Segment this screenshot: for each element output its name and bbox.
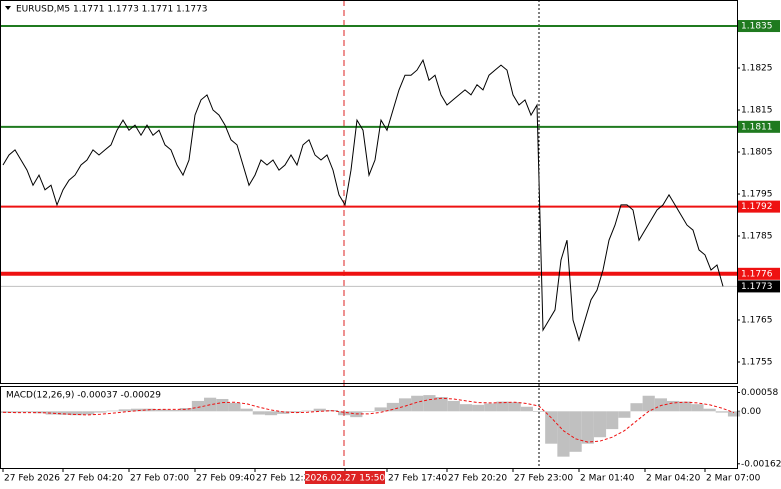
macd-bar <box>252 411 265 415</box>
macd-bar <box>264 411 278 416</box>
macd-bar <box>21 411 34 413</box>
signal-line <box>2 397 735 443</box>
macd-bar <box>630 403 643 412</box>
macd-bar <box>593 411 607 438</box>
macd-bar <box>679 401 692 412</box>
macd-title: MACD(12,26,9) -0.00037 -0.00029 <box>6 391 161 401</box>
y-tick-label: 0.00 <box>741 407 761 417</box>
macd-bar <box>94 411 107 413</box>
macd-bar <box>228 402 241 412</box>
x-tick-label: 27 Feb 09:40 <box>196 474 255 484</box>
macd-bar <box>167 410 180 412</box>
macd-bar <box>216 398 229 412</box>
macd-bar <box>691 404 704 412</box>
x-tick-label: 27 Feb 2026 <box>4 474 60 484</box>
macd-bar <box>642 395 655 412</box>
current-price-label: 1.1773 <box>741 282 773 292</box>
macd-bar <box>703 408 716 412</box>
macd-bar <box>545 411 558 444</box>
macd-bar <box>45 411 58 415</box>
macd-bar <box>362 411 375 412</box>
macd-bar <box>398 398 412 412</box>
macd-bar <box>155 409 168 412</box>
macd-bar <box>57 411 71 415</box>
y-tick-label: 1.1805 <box>741 148 773 158</box>
y-tick-label: 1.1755 <box>741 358 773 368</box>
level-label-box <box>738 120 780 133</box>
macd-bar <box>374 407 387 412</box>
macd-bar <box>508 402 521 412</box>
y-tick-label: 0.00058 <box>741 388 778 398</box>
macd-bar <box>118 409 131 412</box>
macd-bar <box>654 398 667 412</box>
crosshair-time-label: 2026.02.27 15:50 <box>305 474 386 484</box>
x-tick-label: 27 Feb 17:40 <box>388 474 447 484</box>
macd-bar <box>472 404 485 412</box>
price-panel-frame <box>0 0 738 384</box>
crosshair-time-box <box>305 471 385 484</box>
level-label: 1.1811 <box>741 122 773 132</box>
y-tick-label: 1.1785 <box>741 232 773 242</box>
level-label-box <box>738 267 780 280</box>
x-tick-label: 27 Feb 07:00 <box>130 474 189 484</box>
macd-bar <box>289 411 302 413</box>
macd-bar <box>70 411 83 416</box>
x-tick-label: 2 Mar 04:20 <box>646 474 701 484</box>
menu-triangle <box>5 6 11 10</box>
current-price-box <box>738 280 780 293</box>
macd-bar <box>484 403 497 412</box>
level-label: 1.1835 <box>741 22 773 32</box>
macd-bar <box>447 400 460 412</box>
macd-bar <box>301 410 314 412</box>
macd-bar <box>411 395 424 412</box>
macd-bar <box>557 411 570 457</box>
macd-bar <box>532 411 546 412</box>
macd-bar <box>520 406 533 412</box>
macd-bar <box>277 411 290 414</box>
macd-bar <box>459 404 473 412</box>
x-tick-label: 27 Feb 20:20 <box>448 474 507 484</box>
y-tick-label: 1.1815 <box>741 106 773 116</box>
y-tick-label: 1.1825 <box>741 64 773 74</box>
level-label-box <box>738 200 780 213</box>
y-tick-label: -0.00162 <box>741 459 781 469</box>
macd-bar <box>191 400 205 412</box>
macd-bar <box>715 411 728 413</box>
macd-bar <box>82 411 95 415</box>
x-tick-label: 27 Feb 12:20 <box>256 474 315 484</box>
y-tick-label: 1.1765 <box>741 316 773 326</box>
macd-bar <box>106 410 119 412</box>
x-tick-label: 2 Mar 07:00 <box>706 474 761 484</box>
x-tick-label: 27 Feb 23:00 <box>514 474 573 484</box>
level-label: 1.1776 <box>741 269 773 279</box>
macd-bar <box>581 411 594 444</box>
macd-bar <box>727 411 741 417</box>
macd-bar <box>9 411 22 413</box>
macd-panel-frame <box>0 386 738 469</box>
macd-bar <box>666 400 680 412</box>
macd-bar <box>496 401 509 412</box>
macd-bar <box>435 397 448 412</box>
price-title: EURUSD,M5 1.1771 1.1773 1.1771 1.1773 <box>16 5 208 15</box>
y-tick-label: 1.1795 <box>741 190 773 200</box>
macd-bar <box>313 408 326 412</box>
macd-bar <box>569 411 582 452</box>
macd-bar <box>606 411 619 430</box>
macd-bar <box>179 408 192 412</box>
level-label: 1.1792 <box>741 202 773 212</box>
macd-bar <box>240 408 253 412</box>
level-label-box <box>738 20 780 33</box>
x-tick-label: 2 Mar 01:40 <box>580 474 635 484</box>
macd-bar <box>423 395 436 412</box>
macd-bar <box>130 408 144 412</box>
macd-bar <box>618 411 631 418</box>
x-tick-label: 27 Feb 04:20 <box>64 474 123 484</box>
macd-bar <box>386 402 399 412</box>
price-line <box>2 58 724 342</box>
